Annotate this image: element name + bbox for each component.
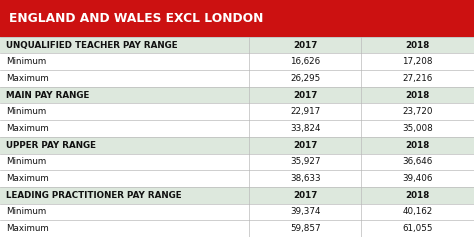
Text: Maximum: Maximum xyxy=(6,74,48,83)
Text: 40,162: 40,162 xyxy=(402,207,433,216)
Bar xyxy=(0,53,474,70)
Text: 23,720: 23,720 xyxy=(402,107,433,116)
Text: Minimum: Minimum xyxy=(6,57,46,66)
Text: 35,927: 35,927 xyxy=(290,157,320,166)
Bar xyxy=(0,187,474,204)
Bar xyxy=(0,0,474,37)
Bar xyxy=(0,70,474,87)
Text: 26,295: 26,295 xyxy=(290,74,320,83)
Text: 27,216: 27,216 xyxy=(402,74,433,83)
Text: ENGLAND AND WALES EXCL LONDON: ENGLAND AND WALES EXCL LONDON xyxy=(9,12,263,25)
Text: Maximum: Maximum xyxy=(6,174,48,183)
Text: 2018: 2018 xyxy=(406,191,430,200)
Text: 33,824: 33,824 xyxy=(290,124,320,133)
Bar xyxy=(0,37,474,53)
Bar xyxy=(0,104,474,120)
Text: Minimum: Minimum xyxy=(6,157,46,166)
Text: 36,646: 36,646 xyxy=(402,157,433,166)
Text: 38,633: 38,633 xyxy=(290,174,320,183)
Bar xyxy=(0,120,474,137)
Text: 2017: 2017 xyxy=(293,91,317,100)
Text: Maximum: Maximum xyxy=(6,124,48,133)
Text: 39,406: 39,406 xyxy=(402,174,433,183)
Bar xyxy=(0,204,474,220)
Bar xyxy=(0,87,474,104)
Bar xyxy=(0,137,474,154)
Text: 2018: 2018 xyxy=(406,41,430,50)
Text: 61,055: 61,055 xyxy=(402,224,433,233)
Text: MAIN PAY RANGE: MAIN PAY RANGE xyxy=(6,91,89,100)
Text: 35,008: 35,008 xyxy=(402,124,433,133)
Text: UPPER PAY RANGE: UPPER PAY RANGE xyxy=(6,141,96,150)
Text: 2018: 2018 xyxy=(406,141,430,150)
Bar xyxy=(0,220,474,237)
Text: Minimum: Minimum xyxy=(6,107,46,116)
Text: Minimum: Minimum xyxy=(6,207,46,216)
Text: 2017: 2017 xyxy=(293,41,317,50)
Text: 22,917: 22,917 xyxy=(290,107,320,116)
Text: 39,374: 39,374 xyxy=(290,207,320,216)
Text: 59,857: 59,857 xyxy=(290,224,320,233)
Text: Maximum: Maximum xyxy=(6,224,48,233)
Bar xyxy=(0,170,474,187)
Text: 16,626: 16,626 xyxy=(290,57,320,66)
Text: 2017: 2017 xyxy=(293,191,317,200)
Bar xyxy=(0,154,474,170)
Text: 2018: 2018 xyxy=(406,91,430,100)
Text: 2017: 2017 xyxy=(293,141,317,150)
Text: 17,208: 17,208 xyxy=(402,57,433,66)
Text: UNQUALIFIED TEACHER PAY RANGE: UNQUALIFIED TEACHER PAY RANGE xyxy=(6,41,177,50)
Text: LEADING PRACTITIONER PAY RANGE: LEADING PRACTITIONER PAY RANGE xyxy=(6,191,182,200)
